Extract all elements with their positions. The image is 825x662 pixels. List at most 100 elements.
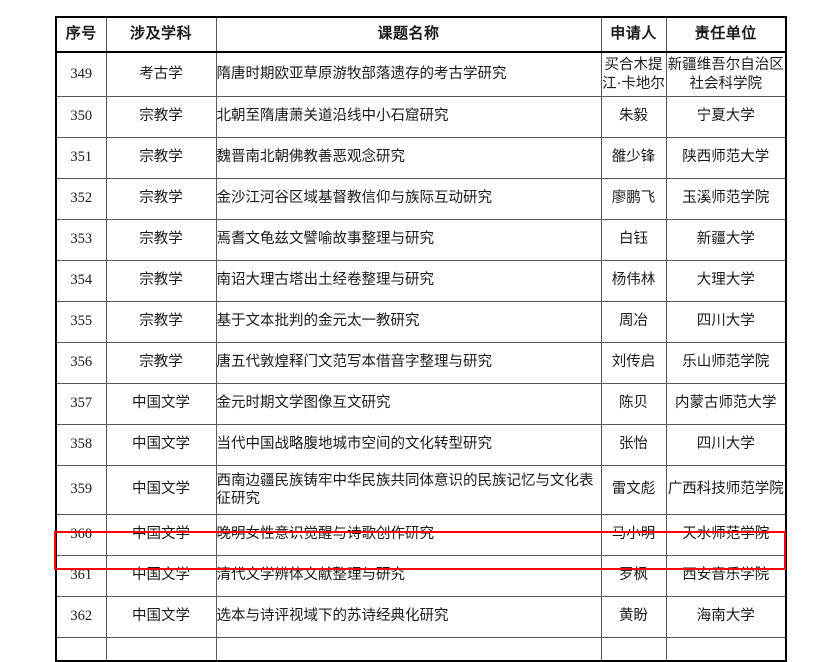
cell-applicant: 马小明 <box>600 514 667 556</box>
table-row-truncated <box>55 637 787 662</box>
cell-discipline: 宗教学 <box>105 219 217 261</box>
cell-seq: 350 <box>55 96 107 138</box>
column-header-discipline: 涉及学科 <box>105 16 217 53</box>
cell-unit: 四川大学 <box>665 424 787 466</box>
cell-discipline: 宗教学 <box>105 96 217 138</box>
cell-seq: 353 <box>55 219 107 261</box>
cell-discipline: 中国文学 <box>105 555 217 597</box>
cell-title: 隋唐时期欧亚草原游牧部落遗存的考古学研究 <box>215 51 602 97</box>
grant-project-table-wrapper: 序号 涉及学科 课题名称 申请人 责任单位 349 考古学 隋唐时期欧亚草原游牧… <box>55 16 787 662</box>
cell-discipline <box>105 637 217 662</box>
cell-discipline: 中国文学 <box>105 424 217 466</box>
cell-applicant: 周冶 <box>600 301 667 343</box>
cell-discipline: 中国文学 <box>105 465 217 515</box>
column-header-applicant: 申请人 <box>600 16 667 53</box>
cell-seq: 361 <box>55 555 107 597</box>
cell-title: 晚明女性意识觉醒与诗歌创作研究 <box>215 514 602 556</box>
cell-seq <box>55 637 107 662</box>
cell-applicant: 朱毅 <box>600 96 667 138</box>
table-row-highlighted: 361 中国文学 清代文学辨体文献整理与研究 罗枫 西安音乐学院 <box>55 555 787 597</box>
table-row: 357 中国文学 金元时期文学图像互文研究 陈贝 内蒙古师范大学 <box>55 383 787 425</box>
table-body: 349 考古学 隋唐时期欧亚草原游牧部落遗存的考古学研究 买合木提 江·卡地尔 … <box>55 51 787 662</box>
cell-title: 唐五代敦煌释门文范写本借音字整理与研究 <box>215 342 602 384</box>
cell-applicant: 雷文彪 <box>600 465 667 515</box>
cell-applicant: 黄盼 <box>600 596 667 638</box>
unit-line-1: 新疆维吾尔自治区 <box>667 57 784 74</box>
cell-applicant: 廖鹏飞 <box>600 178 667 220</box>
cell-unit: 新疆维吾尔自治区 社会科学院 <box>665 51 787 97</box>
cell-discipline: 宗教学 <box>105 342 217 384</box>
cell-title: 焉耆文龟兹文譬喻故事整理与研究 <box>215 219 602 261</box>
cell-seq: 352 <box>55 178 107 220</box>
cell-discipline: 宗教学 <box>105 301 217 343</box>
cell-applicant: 雒少锋 <box>600 137 667 179</box>
cell-seq: 356 <box>55 342 107 384</box>
cell-applicant: 买合木提 江·卡地尔 <box>600 51 667 97</box>
table-row: 356 宗教学 唐五代敦煌释门文范写本借音字整理与研究 刘传启 乐山师范学院 <box>55 342 787 384</box>
table-row: 359 中国文学 西南边疆民族铸牢中华民族共同体意识的民族记忆与文化表 征研究 … <box>55 465 787 515</box>
cell-discipline: 中国文学 <box>105 514 217 556</box>
table-row: 355 宗教学 基于文本批判的金元太一教研究 周冶 四川大学 <box>55 301 787 343</box>
cell-title: 金沙江河谷区域基督教信仰与族际互动研究 <box>215 178 602 220</box>
cell-seq: 358 <box>55 424 107 466</box>
table-row: 353 宗教学 焉耆文龟兹文譬喻故事整理与研究 白钰 新疆大学 <box>55 219 787 261</box>
cell-unit: 天水师范学院 <box>665 514 787 556</box>
cell-unit: 新疆大学 <box>665 219 787 261</box>
table-row: 351 宗教学 魏晋南北朝佛教善恶观念研究 雒少锋 陕西师范大学 <box>55 137 787 179</box>
cell-discipline: 中国文学 <box>105 596 217 638</box>
title-line-1: 西南边疆民族铸牢中华民族共同体意识的民族记忆与文化表 <box>216 472 594 489</box>
cell-title: 南诏大理古塔出土经卷整理与研究 <box>215 260 602 302</box>
table-header: 序号 涉及学科 课题名称 申请人 责任单位 <box>55 16 787 53</box>
cell-applicant: 白钰 <box>600 219 667 261</box>
unit-line-2: 社会科学院 <box>689 75 763 92</box>
table-row: 358 中国文学 当代中国战略腹地城市空间的文化转型研究 张怡 四川大学 <box>55 424 787 466</box>
cell-discipline: 宗教学 <box>105 137 217 179</box>
applicant-line-2: 江·卡地尔 <box>602 75 665 92</box>
cell-title <box>215 637 602 662</box>
table-row: 354 宗教学 南诏大理古塔出土经卷整理与研究 杨伟林 大理大学 <box>55 260 787 302</box>
cell-unit: 西安音乐学院 <box>665 555 787 597</box>
cell-seq: 360 <box>55 514 107 556</box>
cell-seq: 362 <box>55 596 107 638</box>
column-header-title: 课题名称 <box>215 16 602 53</box>
cell-seq: 357 <box>55 383 107 425</box>
cell-unit <box>665 637 787 662</box>
table-row: 349 考古学 隋唐时期欧亚草原游牧部落遗存的考古学研究 买合木提 江·卡地尔 … <box>55 51 787 97</box>
cell-discipline: 宗教学 <box>105 178 217 220</box>
cell-unit: 广西科技师范学院 <box>665 465 787 515</box>
cell-unit: 四川大学 <box>665 301 787 343</box>
table-row: 362 中国文学 选本与诗评视域下的苏诗经典化研究 黄盼 海南大学 <box>55 596 787 638</box>
column-header-seq: 序号 <box>55 16 107 53</box>
cell-seq: 359 <box>55 465 107 515</box>
cell-applicant <box>600 637 667 662</box>
cell-seq: 349 <box>55 51 107 97</box>
cell-applicant: 张怡 <box>600 424 667 466</box>
cell-discipline: 考古学 <box>105 51 217 97</box>
cell-title: 选本与诗评视域下的苏诗经典化研究 <box>215 596 602 638</box>
cell-unit: 内蒙古师范大学 <box>665 383 787 425</box>
cell-unit: 玉溪师范学院 <box>665 178 787 220</box>
cell-applicant: 陈贝 <box>600 383 667 425</box>
column-header-unit: 责任单位 <box>665 16 787 53</box>
cell-seq: 354 <box>55 260 107 302</box>
table-row: 360 中国文学 晚明女性意识觉醒与诗歌创作研究 马小明 天水师范学院 <box>55 514 787 556</box>
cell-seq: 351 <box>55 137 107 179</box>
cell-unit: 海南大学 <box>665 596 787 638</box>
cell-unit: 乐山师范学院 <box>665 342 787 384</box>
cell-discipline: 中国文学 <box>105 383 217 425</box>
cell-title: 清代文学辨体文献整理与研究 <box>215 555 602 597</box>
cell-unit: 大理大学 <box>665 260 787 302</box>
table-header-row: 序号 涉及学科 课题名称 申请人 责任单位 <box>55 16 787 53</box>
title-line-2: 征研究 <box>216 491 261 507</box>
cell-title: 当代中国战略腹地城市空间的文化转型研究 <box>215 424 602 466</box>
table-row: 350 宗教学 北朝至隋唐萧关道沿线中小石窟研究 朱毅 宁夏大学 <box>55 96 787 138</box>
cell-applicant: 刘传启 <box>600 342 667 384</box>
cell-title: 基于文本批判的金元太一教研究 <box>215 301 602 343</box>
grant-project-table: 序号 涉及学科 课题名称 申请人 责任单位 349 考古学 隋唐时期欧亚草原游牧… <box>55 16 787 662</box>
cell-unit: 宁夏大学 <box>665 96 787 138</box>
cell-applicant: 罗枫 <box>600 555 667 597</box>
cell-title: 西南边疆民族铸牢中华民族共同体意识的民族记忆与文化表 征研究 <box>215 465 602 515</box>
cell-title: 北朝至隋唐萧关道沿线中小石窟研究 <box>215 96 602 138</box>
applicant-line-1: 买合木提 <box>604 57 663 74</box>
cell-unit: 陕西师范大学 <box>665 137 787 179</box>
